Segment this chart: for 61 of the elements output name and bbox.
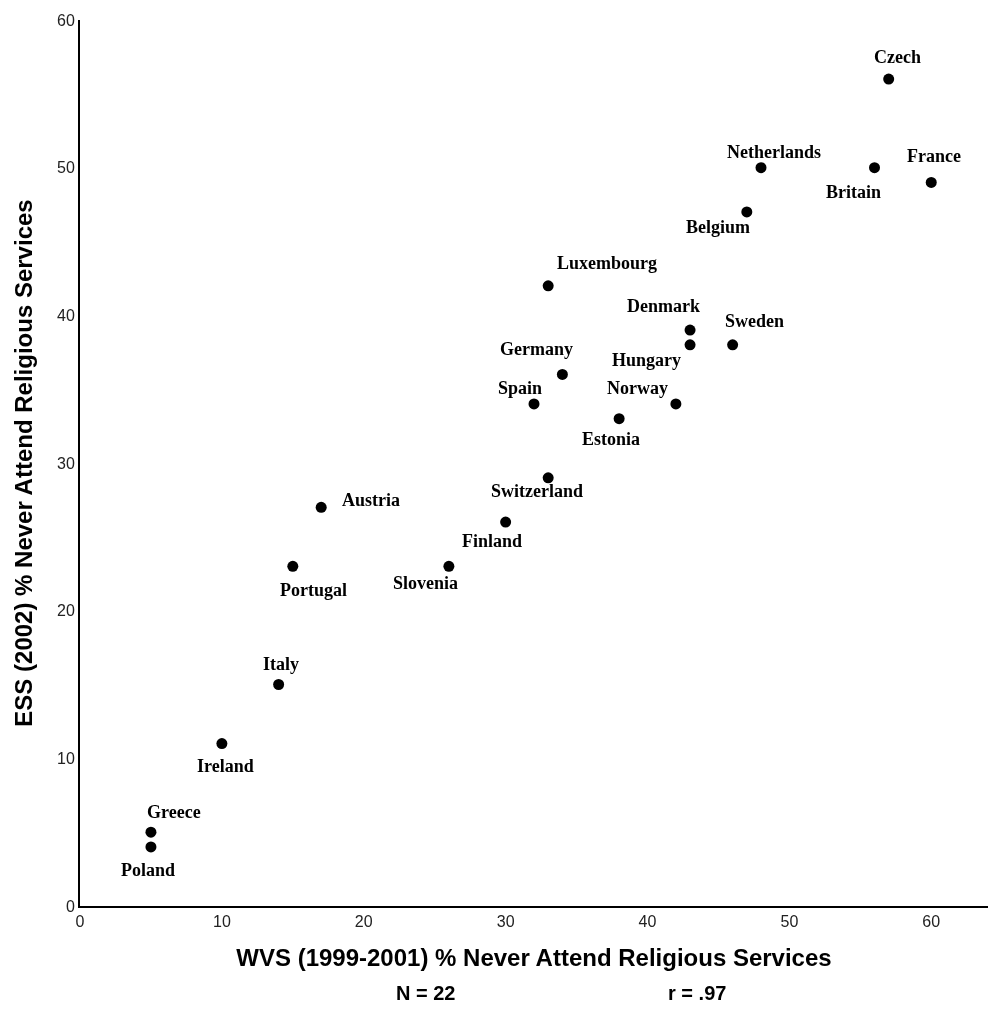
- y-tick-label: 10: [57, 749, 75, 767]
- x-tick-label: 40: [638, 913, 657, 931]
- annotation: Switzerland: [491, 481, 583, 501]
- point: [755, 162, 767, 174]
- annotation: Ireland: [197, 756, 254, 776]
- y-tick-label: 30: [57, 454, 75, 472]
- text: N = 22: [396, 982, 456, 1004]
- y-axis-title: ESS (2002) % Never Attend Religious Services: [9, 199, 37, 727]
- x-tick-label: 60: [922, 913, 941, 931]
- annotation: Netherlands: [727, 142, 821, 162]
- point: [315, 501, 327, 513]
- annotation: Finland: [462, 531, 523, 551]
- x-tick-label: 10: [212, 913, 231, 931]
- point: [556, 368, 568, 380]
- annotation: Belgium: [686, 217, 751, 237]
- point: [443, 560, 455, 572]
- point: [613, 413, 625, 425]
- y-tick-label: 50: [57, 159, 75, 177]
- point: [542, 280, 554, 292]
- annotation: Austria: [342, 490, 400, 510]
- point: [216, 738, 228, 750]
- annotation: Luxembourg: [557, 253, 658, 273]
- point: [684, 324, 696, 336]
- annotation: Czech: [874, 47, 921, 67]
- annotation: Hungary: [612, 350, 682, 370]
- x-tick-label: 30: [496, 913, 515, 931]
- point: [727, 339, 739, 351]
- text: r = .97: [668, 982, 727, 1004]
- point: [287, 560, 299, 572]
- annotation: Estonia: [582, 429, 641, 449]
- y-tick-label: 40: [57, 306, 75, 324]
- point: [273, 679, 285, 690]
- point: [670, 398, 682, 410]
- annotation: Slovenia: [393, 573, 459, 593]
- y-tick-label: 0: [65, 897, 75, 915]
- annotation: France: [907, 146, 961, 166]
- x-tick-label: 20: [354, 913, 373, 931]
- y-tick-label: 20: [57, 602, 75, 620]
- y-tick-label: 60: [57, 11, 75, 29]
- point: [528, 398, 540, 410]
- x-axis-title: WVS (1999-2001) % Never Attend Religious Services: [236, 944, 832, 971]
- annotation: Norway: [607, 378, 668, 398]
- point: [145, 826, 157, 838]
- point: [741, 206, 753, 218]
- point: [145, 841, 157, 853]
- annotation: Germany: [500, 339, 573, 359]
- annotation: Denmark: [627, 296, 700, 316]
- point: [925, 176, 937, 188]
- point: [869, 162, 880, 174]
- annotation: Greece: [147, 802, 201, 822]
- point: [684, 339, 696, 351]
- point: [542, 472, 554, 484]
- annotation: Portugal: [280, 580, 347, 600]
- annotation: Italy: [263, 654, 299, 674]
- x-tick-label: 50: [780, 913, 799, 931]
- annotation: Britain: [826, 182, 882, 202]
- annotation: Sweden: [725, 311, 785, 331]
- annotation: Spain: [498, 378, 543, 398]
- point: [500, 516, 512, 528]
- point: [883, 73, 895, 85]
- annotation: Poland: [121, 860, 176, 880]
